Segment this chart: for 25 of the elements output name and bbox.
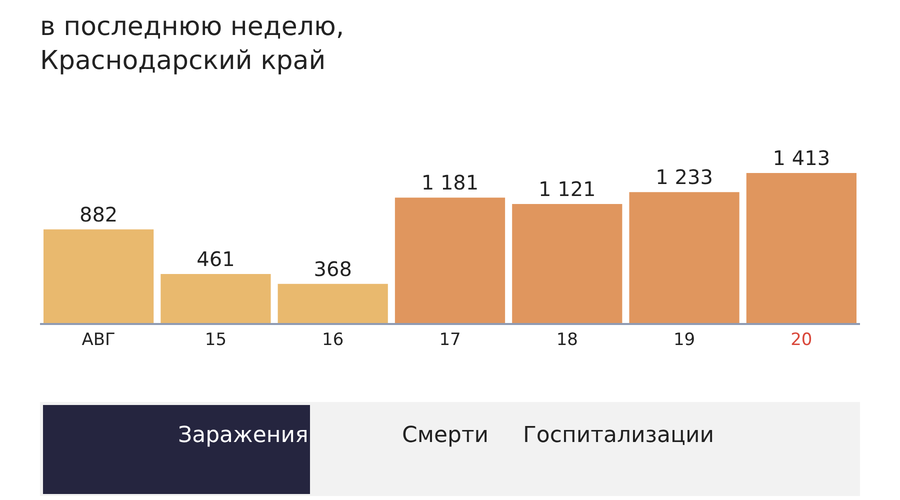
text: Заражения	[178, 423, 308, 448]
bar	[394, 198, 506, 323]
x-tick-label: 15	[204, 330, 227, 350]
data-label: 1 181	[421, 170, 479, 195]
bar	[160, 274, 271, 323]
text: Смерти	[402, 423, 489, 448]
data-label: 1 121	[538, 177, 596, 201]
chart-title: в последнюю неделю, Краснодарский край	[40, 12, 344, 76]
text: Госпитализации	[523, 423, 714, 448]
bar	[746, 173, 856, 323]
x-tick-label: 20	[790, 330, 812, 350]
data-label: 882	[79, 202, 118, 226]
data-label: 1 233	[656, 165, 713, 190]
x-tick-label: 18	[556, 330, 578, 350]
data-label: 368	[314, 256, 352, 281]
data-label: 461	[196, 247, 235, 272]
bar	[629, 192, 740, 323]
bar	[278, 284, 388, 323]
x-tick-label: 17	[439, 330, 461, 350]
bar	[512, 204, 622, 323]
x-tick-label: 16	[322, 330, 344, 350]
x-tick-label: 19	[673, 330, 696, 350]
data-label: 1 413	[772, 146, 830, 170]
bar	[44, 229, 154, 323]
x-tick-label: АВГ	[82, 330, 116, 350]
